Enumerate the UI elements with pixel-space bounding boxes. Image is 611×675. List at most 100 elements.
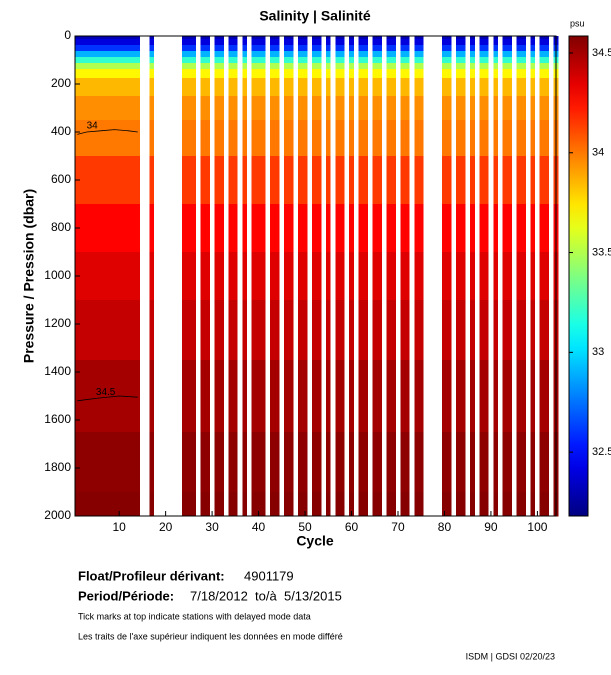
cell xyxy=(191,492,196,517)
cell xyxy=(391,204,396,253)
cell xyxy=(544,36,550,40)
cell xyxy=(349,432,354,493)
cell xyxy=(446,57,452,64)
cell xyxy=(284,252,289,301)
cell xyxy=(274,78,280,97)
cell xyxy=(219,96,224,121)
cell xyxy=(493,120,499,157)
colorbar-tick-label: 32.5 xyxy=(592,446,611,458)
cell xyxy=(507,45,512,52)
cell xyxy=(181,78,187,97)
cell xyxy=(79,252,85,301)
cell xyxy=(400,63,406,70)
cell xyxy=(205,300,210,361)
cell xyxy=(470,492,475,517)
cell xyxy=(149,252,155,301)
cell xyxy=(260,63,266,70)
cell xyxy=(251,57,257,64)
cell xyxy=(84,57,90,64)
cell xyxy=(404,492,410,517)
cell xyxy=(88,252,94,301)
cell xyxy=(288,492,294,517)
cell xyxy=(391,492,396,517)
cell xyxy=(88,78,94,97)
cell xyxy=(493,63,499,70)
cell xyxy=(135,204,141,253)
cell xyxy=(456,300,461,361)
cell xyxy=(191,69,196,79)
cell xyxy=(102,432,108,493)
cell xyxy=(404,45,410,52)
cell xyxy=(539,432,545,493)
cell xyxy=(363,45,368,52)
cell xyxy=(325,63,331,70)
cell xyxy=(186,300,192,361)
cell xyxy=(93,57,99,64)
cell xyxy=(302,300,308,361)
cell xyxy=(219,36,224,40)
cell xyxy=(98,45,103,52)
cell xyxy=(88,432,94,493)
cell xyxy=(339,39,345,46)
cell xyxy=(107,78,113,97)
cell xyxy=(228,96,234,121)
cell xyxy=(502,492,508,517)
cell xyxy=(186,45,192,52)
cell xyxy=(339,69,345,79)
cell xyxy=(116,432,122,493)
cell xyxy=(298,78,303,97)
cell xyxy=(325,120,331,157)
cell xyxy=(84,63,90,70)
cell xyxy=(298,156,303,205)
cell xyxy=(339,204,345,253)
cell xyxy=(302,492,308,517)
cell xyxy=(126,51,131,58)
cell xyxy=(228,156,234,205)
cell xyxy=(75,78,80,97)
cell xyxy=(284,300,289,361)
cell xyxy=(84,492,90,517)
cell xyxy=(219,300,224,361)
cell xyxy=(418,300,424,361)
cell xyxy=(116,57,122,64)
cell xyxy=(349,36,354,40)
cell xyxy=(84,360,90,433)
cell xyxy=(107,252,113,301)
cell xyxy=(479,204,485,253)
cell xyxy=(298,360,303,433)
cell xyxy=(493,51,499,58)
cell xyxy=(284,63,289,70)
cell xyxy=(363,432,368,493)
cell xyxy=(544,57,550,64)
cell xyxy=(521,45,526,52)
cell xyxy=(181,51,187,58)
cell xyxy=(116,204,122,253)
cell xyxy=(256,204,261,253)
cell xyxy=(358,252,364,301)
cell xyxy=(256,57,261,64)
cell xyxy=(335,78,340,97)
cell xyxy=(75,57,80,64)
cell xyxy=(84,204,90,253)
cell xyxy=(372,300,378,361)
cell xyxy=(349,78,354,97)
cell xyxy=(339,360,345,433)
cell xyxy=(400,36,406,40)
cell xyxy=(302,252,308,301)
cell xyxy=(530,156,536,205)
cell xyxy=(88,57,94,64)
x-tick-label: 20 xyxy=(159,520,173,534)
cell xyxy=(233,57,238,64)
cell xyxy=(256,63,261,70)
cell xyxy=(200,96,206,121)
cell xyxy=(79,96,85,121)
cell xyxy=(446,300,452,361)
cell xyxy=(460,69,466,79)
cell xyxy=(349,360,354,433)
cell xyxy=(470,45,475,52)
cell xyxy=(483,252,489,301)
cell xyxy=(377,51,382,58)
cell xyxy=(88,96,94,121)
cell xyxy=(335,57,340,64)
cell xyxy=(214,45,220,52)
